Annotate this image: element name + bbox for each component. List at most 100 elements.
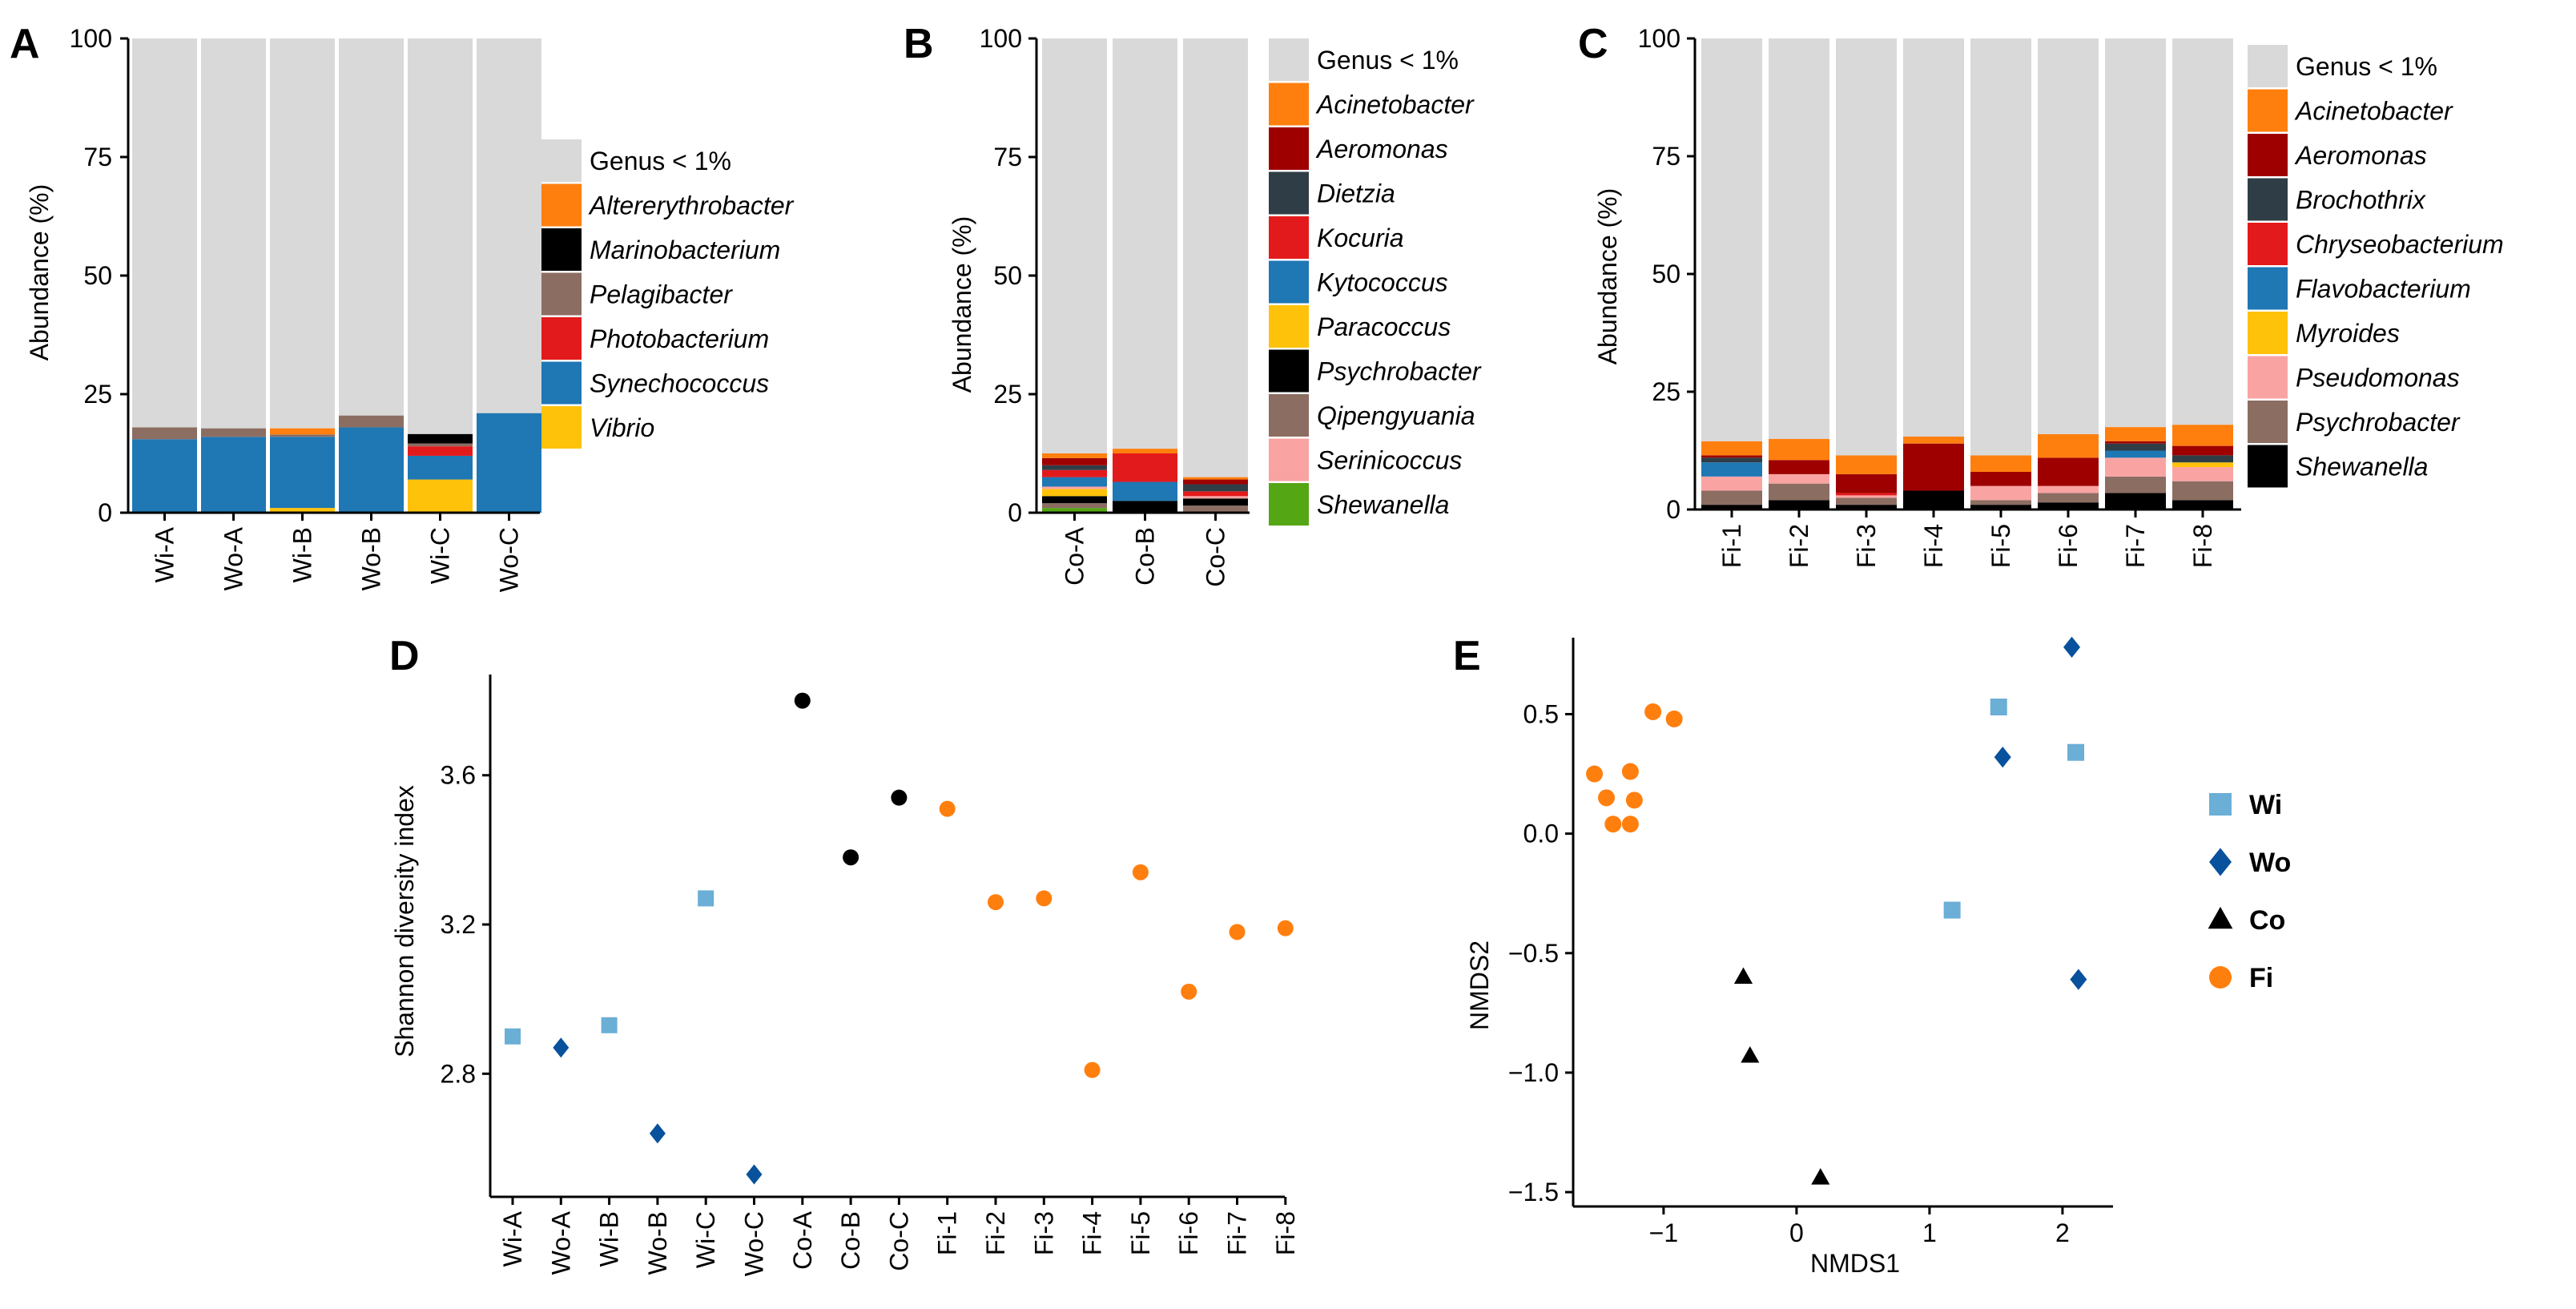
bar-segment-shewanella xyxy=(1701,505,1762,510)
y-tick-label: −0.5 xyxy=(1508,939,1559,968)
bar-segment-kocuria xyxy=(1113,453,1177,482)
panel-c-y-axis-title: Abundance (%) xyxy=(1593,188,1622,365)
x-tick-label: Fi-2 xyxy=(1785,524,1813,568)
legend-swatch-shewanella xyxy=(2248,445,2288,488)
bar-segment-dietzia xyxy=(1042,465,1107,470)
panel-a-label: A xyxy=(10,21,40,67)
x-tick-label: Wi-B xyxy=(595,1211,624,1267)
bar-segment-shewanella xyxy=(1903,490,1964,510)
bar-segment-qipengyuania xyxy=(1042,503,1107,509)
bar-segment-shewanella xyxy=(2038,502,2099,510)
legend-label: Genus < 1% xyxy=(590,147,731,175)
x-tick-label: Fi-5 xyxy=(1986,524,2015,568)
bar-segment-kytococcus xyxy=(1042,477,1107,487)
legend-swatch-aeromonas xyxy=(2248,134,2288,176)
legend-swatch-aeromonas xyxy=(1269,127,1309,170)
legend-swatch-dietzia xyxy=(1269,171,1309,215)
legend-label: Aeromonas xyxy=(2294,141,2427,170)
legend-label: Brochothrix xyxy=(2296,186,2426,215)
legend-label: Shewanella xyxy=(2296,453,2428,481)
legend-label: Vibrio xyxy=(590,413,654,442)
data-point-wi xyxy=(1943,901,1961,919)
x-tick-label: Fi-6 xyxy=(2054,524,2083,568)
panel-e-y-axis-title: NMDS2 xyxy=(1465,940,1494,1030)
y-tick-label: 0 xyxy=(98,498,112,527)
bar-segment-genus-1 xyxy=(132,38,197,428)
bar-segment-acinetobacter xyxy=(2105,427,2166,441)
bar-segment-vibrio xyxy=(408,479,473,513)
bar-segment-genus-1 xyxy=(2038,38,2099,434)
x-tick-label: Wi-C xyxy=(426,527,455,584)
legend-label: Paracoccus xyxy=(1317,312,1451,341)
y-tick-label: 75 xyxy=(993,143,1022,171)
bar-segment-acinetobacter xyxy=(2172,425,2233,446)
data-point-fi-8 xyxy=(1277,920,1294,936)
legend-swatch-myroides xyxy=(2248,312,2288,354)
x-tick-label: Fi-2 xyxy=(981,1211,1010,1255)
bar-segment-pseudomonas xyxy=(2105,457,2166,477)
bar-segment-pelagibacter xyxy=(408,443,473,447)
y-tick-label: 75 xyxy=(83,143,112,171)
data-point-co-a xyxy=(794,692,811,709)
x-tick-label: Fi-8 xyxy=(1271,1211,1300,1255)
bar-segment-pseudomonas xyxy=(1769,473,1829,484)
bar-segment-genus-1 xyxy=(339,38,404,416)
legend-label: Genus < 1% xyxy=(2296,52,2437,81)
bar-segment-shewanella xyxy=(2105,493,2166,510)
bar-segment-marinobacterium xyxy=(408,433,473,444)
bar-segment-pelagibacter xyxy=(270,434,335,437)
legend-label: Chryseobacterium xyxy=(2296,230,2504,259)
data-point-co-b xyxy=(843,849,859,866)
bar-segment-photobacterium xyxy=(408,446,473,456)
data-point-co-c xyxy=(891,789,908,806)
panel-a: A Abundance (%) 0 25 50 75 100 Wi-A Wo-A Wi-B W… xyxy=(10,21,795,592)
legend-label: Altererythrobacter xyxy=(588,191,795,220)
data-point-wi-a xyxy=(505,1028,521,1045)
y-tick-label: 0 xyxy=(1008,498,1022,527)
x-tick-label: Fi-8 xyxy=(2188,524,2217,568)
legend-label: Acinetobacter xyxy=(2294,97,2453,126)
legend-label: Psychrobacter xyxy=(1317,357,1482,386)
x-tick-label: Wi-A xyxy=(498,1210,527,1267)
legend-label: Serinicoccus xyxy=(1317,446,1462,475)
legend-label: Flavobacterium xyxy=(2296,275,2471,304)
x-tick-label: Wo-A xyxy=(219,526,248,590)
bar-segment-qipengyuania xyxy=(1183,505,1248,513)
legend-swatch-marinobacterium xyxy=(541,228,582,271)
bar-segment-psychrobacter xyxy=(1769,483,1829,501)
bar-segment-genus-1 xyxy=(1113,38,1177,449)
x-tick-label: Co-C xyxy=(1201,527,1230,587)
data-point-wi-c xyxy=(698,890,714,907)
bar-segment-shewanella xyxy=(1836,505,1897,510)
y-tick-label: −1.5 xyxy=(1508,1178,1559,1206)
bar-segment-psychrobacter xyxy=(1042,496,1107,504)
legend-label: Marinobacterium xyxy=(590,236,780,264)
bar-segment-shewanella xyxy=(1769,500,1829,510)
legend-swatch-chryseobacterium xyxy=(2248,223,2288,265)
bar-segment-pseudomonas xyxy=(2038,485,2099,493)
y-tick-label: −1.0 xyxy=(1508,1058,1559,1087)
bar-segment-pelagibacter xyxy=(201,428,266,437)
bar-segment-acinetobacter xyxy=(1836,455,1897,474)
legend-label: Qipengyuania xyxy=(1317,401,1475,430)
legend-swatch-vibrio xyxy=(541,406,582,449)
legend-swatch-photobacterium xyxy=(541,317,582,360)
panel-e-x-axis-title: NMDS1 xyxy=(1810,1249,1900,1278)
panel-d-y-axis-title: Shannon diversity index xyxy=(390,785,419,1057)
x-tick-label: Fi-1 xyxy=(933,1211,962,1255)
bar-segment-acinetobacter xyxy=(1113,449,1177,453)
bar-segment-pseudomonas xyxy=(1701,476,1762,491)
bar-segment-brochothrix xyxy=(2172,455,2233,463)
bar-segment-pelagibacter xyxy=(132,427,197,440)
legend-label: Kocuria xyxy=(1317,224,1404,252)
bar-segment-serinicoccus xyxy=(1183,496,1248,499)
legend-marker-co xyxy=(2208,906,2233,929)
legend-label: Wo xyxy=(2249,848,2291,878)
x-tick-label: Wo-C xyxy=(495,527,524,592)
y-tick-label: 100 xyxy=(70,24,112,53)
y-tick-label: 25 xyxy=(83,380,112,409)
panel-d-label: D xyxy=(389,633,420,679)
x-tick-label: Fi-1 xyxy=(1717,524,1746,568)
legend-label: Acinetobacter xyxy=(1315,91,1475,119)
